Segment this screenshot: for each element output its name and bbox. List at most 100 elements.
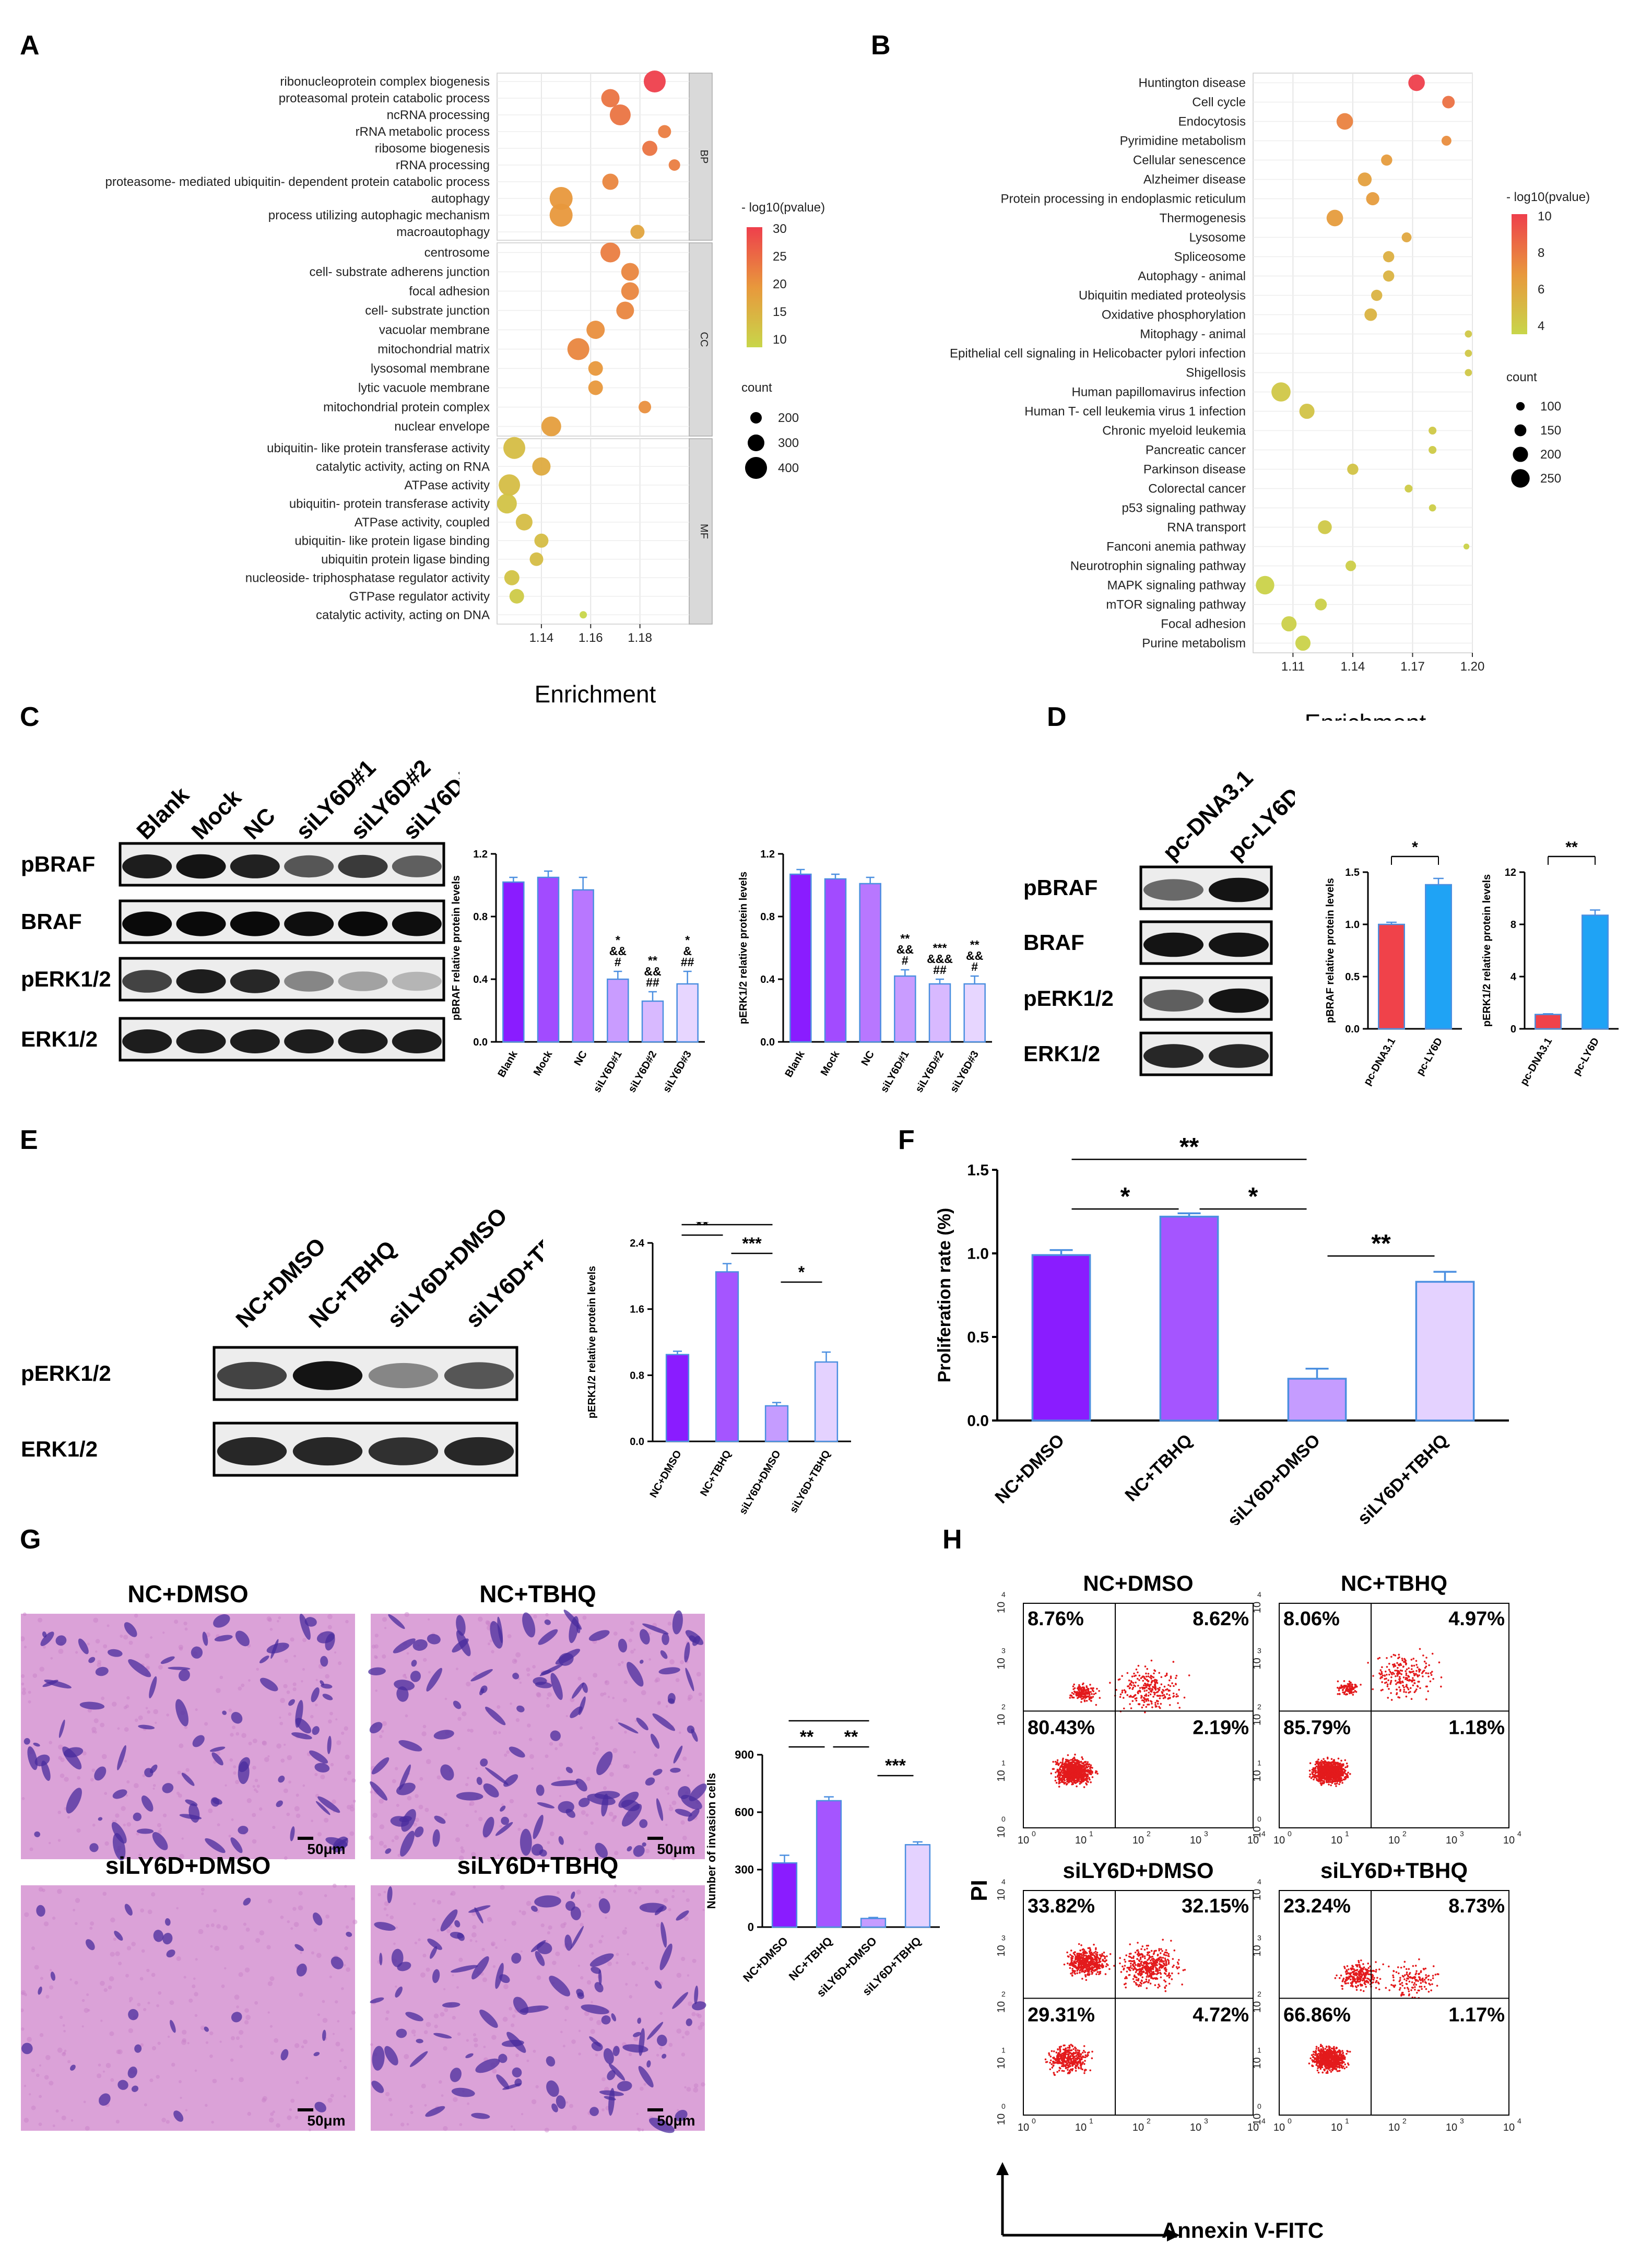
stained-cell (178, 1669, 190, 1682)
event-dot (1316, 1775, 1319, 1777)
bar-pc-DNA3.1 (1378, 923, 1405, 1030)
texture (110, 2078, 114, 2082)
event-dot (1323, 1774, 1325, 1776)
texture (630, 1650, 634, 1654)
texture (89, 1927, 93, 1930)
texture (428, 1671, 431, 1674)
x-tick-label: 10 (1388, 1835, 1400, 1846)
stained-cell (595, 1842, 608, 1858)
bar-NC+DMSO (1031, 1254, 1091, 1422)
stained-cell (231, 2012, 242, 2023)
quadrant-percentage: 8.06% (1283, 1608, 1340, 1630)
event-dot (1335, 1785, 1337, 1787)
texture (409, 2105, 413, 2108)
texture (38, 1887, 43, 1892)
stained-cell (79, 1701, 105, 1710)
stained-cell (457, 1932, 465, 1941)
stained-cell (371, 1757, 390, 1775)
texture (595, 1747, 599, 1751)
stained-cell (124, 1622, 137, 1637)
stained-cell (397, 1962, 411, 1971)
event-dot (1324, 1760, 1327, 1763)
texture (533, 2049, 536, 2053)
x-tick-label: 10 (1132, 1835, 1144, 1846)
event-dot (1405, 1695, 1408, 1698)
texture (595, 1742, 599, 1746)
event-dot (1175, 1693, 1178, 1695)
texture (382, 1617, 387, 1622)
stained-cell (581, 2004, 609, 2014)
stained-cell (642, 1623, 669, 1635)
significance-label: ## (646, 976, 659, 989)
stained-cell (475, 2058, 500, 2073)
texture (350, 1804, 354, 1808)
texture (531, 2099, 537, 2105)
event-dot (1065, 2067, 1067, 2070)
bar-siLY6D#2 (928, 983, 951, 1043)
texture (327, 1614, 333, 1619)
texture (131, 1942, 136, 1946)
event-dot (1063, 2048, 1066, 2051)
y-tick-label: 12 (1505, 867, 1516, 878)
texture (49, 1741, 53, 1745)
texture (269, 1628, 273, 1631)
texture (500, 1885, 505, 1890)
texture (126, 1946, 132, 1951)
dot-Protein processing in endoplasmic reticulum (1366, 192, 1379, 206)
texture (124, 1759, 127, 1763)
event-dot (1079, 1767, 1082, 1770)
event-dot (1326, 1774, 1328, 1776)
stained-cell (654, 1980, 662, 1989)
term-label: proteasome- mediated ubiquitin- dependen… (105, 175, 490, 189)
texture (58, 1744, 63, 1750)
blot-frame (119, 842, 445, 887)
dot-Alzheimer disease (1358, 172, 1372, 186)
texture (559, 1794, 562, 1798)
event-dot (1148, 1692, 1150, 1694)
texture (288, 1780, 291, 1784)
texture (544, 2128, 549, 2133)
term-label: Huntington disease (1139, 76, 1246, 90)
event-dot (1150, 1684, 1152, 1686)
texture (613, 1889, 616, 1893)
texture (548, 1925, 552, 1930)
event-dot (1067, 2066, 1069, 2069)
texture (611, 1818, 615, 1822)
stained-cell (689, 1635, 697, 1643)
bar-NC+DMSO (771, 1862, 798, 1928)
texture (515, 1652, 521, 1658)
category-label: siLY6D+DMSO (737, 1449, 783, 1517)
event-dot (1422, 1675, 1424, 1677)
texture (526, 2059, 529, 2062)
event-dot (1145, 1700, 1148, 1702)
texture (256, 1785, 260, 1788)
texture (28, 1690, 31, 1694)
stained-cell (322, 2029, 326, 2041)
term-label: ribonucleoprotein complex biogenesis (280, 75, 490, 89)
stained-cell (565, 1900, 575, 1911)
y-tick-label: 0.0 (473, 1037, 488, 1048)
texture (375, 1689, 377, 1692)
event-dot (1055, 1771, 1057, 1774)
event-dot (1389, 1683, 1391, 1685)
texture (156, 2075, 160, 2079)
texture (457, 1746, 461, 1751)
stained-cell (209, 1746, 226, 1752)
event-dot (1078, 1774, 1080, 1776)
event-dot (1091, 2057, 1093, 2059)
event-dot (1062, 1763, 1065, 1766)
texture (262, 2096, 267, 2101)
event-dot (1087, 1769, 1089, 1771)
event-dot (1084, 1697, 1087, 1699)
stained-cell (594, 1982, 604, 1993)
term-label: ubiquitin protein ligase binding (321, 553, 490, 567)
band (392, 855, 442, 877)
term-label: Protein processing in endoplasmic reticu… (1000, 192, 1246, 206)
event-dot (1085, 1693, 1088, 1695)
event-dot (1149, 1676, 1151, 1678)
stained-cell (410, 1671, 421, 1682)
texture (90, 1921, 95, 1926)
event-dot (1060, 1770, 1063, 1772)
texture (55, 2109, 59, 2113)
